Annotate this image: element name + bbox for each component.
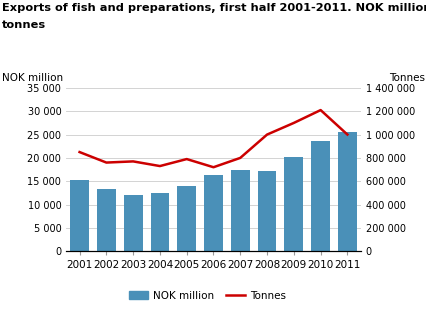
Text: NOK million: NOK million <box>2 73 63 83</box>
Text: Exports of fish and preparations, first half 2001-2011. NOK million and: Exports of fish and preparations, first … <box>2 3 426 13</box>
Bar <box>177 186 196 251</box>
Bar <box>257 171 276 251</box>
Bar <box>311 141 329 251</box>
Bar <box>97 189 115 251</box>
Bar <box>230 170 249 251</box>
Bar <box>337 132 356 251</box>
Legend: NOK million, Tonnes: NOK million, Tonnes <box>124 286 290 305</box>
Bar <box>204 175 222 251</box>
Bar <box>124 195 142 251</box>
Bar <box>150 193 169 251</box>
Text: Tonnes: Tonnes <box>388 73 424 83</box>
Bar <box>70 180 89 251</box>
Bar <box>284 157 302 251</box>
Text: tonnes: tonnes <box>2 20 46 30</box>
